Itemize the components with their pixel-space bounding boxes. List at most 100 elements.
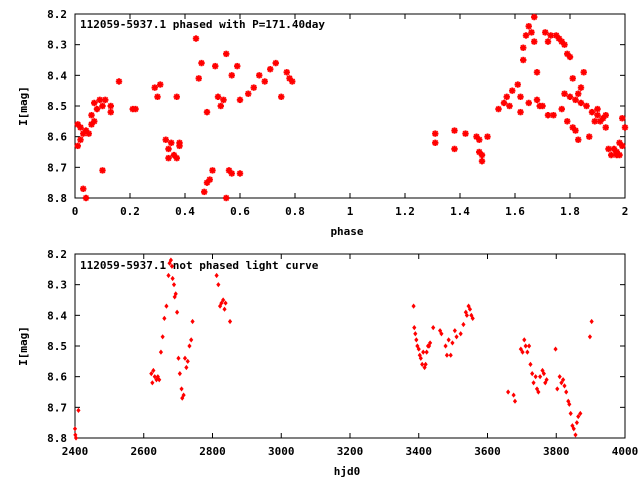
data-point	[423, 361, 428, 367]
y-tick-label: 8.7	[47, 401, 67, 414]
axis-ticks: 0 0.2 0.4 0.6 0.8 1 1.2 1.4 1.6 1.8 2 8.2 8.3 8.4 8.5 8…	[47, 8, 628, 218]
data-point	[525, 349, 530, 355]
data-point	[577, 84, 585, 91]
y-tick-label: 8.6	[47, 371, 67, 384]
data-point	[170, 275, 175, 282]
data-point	[96, 96, 103, 104]
data-point	[165, 154, 172, 162]
data-point	[602, 112, 609, 119]
data-point	[77, 124, 84, 131]
data-point	[74, 142, 81, 150]
data-point	[219, 300, 224, 306]
data-point	[173, 291, 178, 297]
data-point	[216, 282, 221, 288]
data-point	[223, 50, 230, 58]
data-point	[561, 90, 568, 97]
data-point	[605, 145, 612, 153]
y-tick-label: 8.5	[47, 100, 67, 113]
data-point	[413, 331, 418, 337]
data-point	[132, 105, 139, 113]
x-axis-label: phase	[330, 225, 363, 238]
data-point	[236, 170, 244, 177]
data-point	[151, 84, 158, 91]
data-point	[522, 32, 530, 39]
data-point	[223, 300, 228, 306]
data-points	[74, 13, 629, 202]
data-point	[587, 334, 593, 340]
data-point	[421, 349, 426, 355]
data-point	[520, 44, 527, 51]
data-point	[154, 93, 161, 100]
data-point	[212, 62, 219, 70]
data-point	[559, 380, 564, 386]
data-point	[619, 115, 626, 122]
data-point	[190, 318, 195, 325]
y-tick-label: 8.3	[47, 279, 67, 292]
data-point	[578, 410, 583, 417]
data-point	[531, 380, 536, 386]
data-point	[172, 294, 177, 300]
x-tick-label: 2400	[62, 445, 89, 458]
data-point	[418, 355, 423, 361]
data-point	[184, 364, 189, 371]
data-point	[550, 112, 557, 119]
data-point	[166, 272, 171, 279]
data-point	[217, 303, 223, 309]
data-point	[570, 423, 575, 429]
data-point	[181, 392, 186, 398]
data-point	[580, 69, 587, 76]
data-point	[73, 432, 78, 438]
data-point	[573, 432, 578, 438]
data-point	[272, 59, 279, 67]
data-point	[544, 112, 552, 119]
data-point	[478, 158, 486, 165]
data-point	[574, 420, 579, 426]
data-point	[177, 371, 182, 377]
data-point	[236, 96, 244, 104]
data-point	[541, 371, 546, 377]
data-point	[107, 108, 114, 116]
data-point	[511, 392, 516, 398]
data-point	[431, 325, 436, 331]
data-point	[588, 108, 596, 116]
x-tick-label: 0.4	[175, 205, 195, 218]
data-point	[566, 398, 571, 404]
data-point	[151, 367, 156, 374]
data-point	[583, 102, 590, 110]
data-point	[500, 99, 508, 107]
data-point	[576, 413, 581, 420]
data-point	[452, 328, 457, 334]
y-tick-label: 8.7	[47, 161, 67, 174]
plot-frame	[74, 253, 626, 439]
data-point	[152, 374, 157, 380]
data-point	[542, 29, 549, 36]
data-point	[150, 380, 155, 386]
x-tick-label: 1.2	[395, 205, 415, 218]
data-point	[522, 337, 527, 343]
data-point	[155, 374, 160, 380]
data-point	[567, 401, 572, 407]
chart-title: 112059-5937.1 not phased light curve	[80, 259, 319, 272]
data-point	[160, 334, 165, 340]
data-point	[201, 188, 208, 196]
data-point	[562, 383, 567, 389]
data-point	[245, 90, 252, 97]
data-point	[525, 99, 532, 107]
data-point	[227, 318, 233, 325]
data-point	[478, 151, 486, 159]
y-tick-label: 8.5	[47, 340, 67, 353]
data-point	[553, 346, 558, 352]
phased-light-curve-panel: 112059-5937.1 phased with P=171.40day ph…	[17, 8, 628, 238]
data-point	[451, 127, 458, 134]
data-point	[458, 331, 463, 337]
data-point	[115, 78, 123, 85]
x-tick-label: 0.8	[285, 205, 305, 218]
data-point	[602, 124, 609, 131]
data-point	[164, 303, 169, 309]
x-tick-label: 3600	[474, 445, 501, 458]
data-point	[540, 367, 545, 374]
y-axis-label: I[mag]	[17, 326, 30, 366]
data-point	[182, 355, 188, 361]
data-point	[476, 136, 483, 143]
data-point	[93, 105, 101, 113]
